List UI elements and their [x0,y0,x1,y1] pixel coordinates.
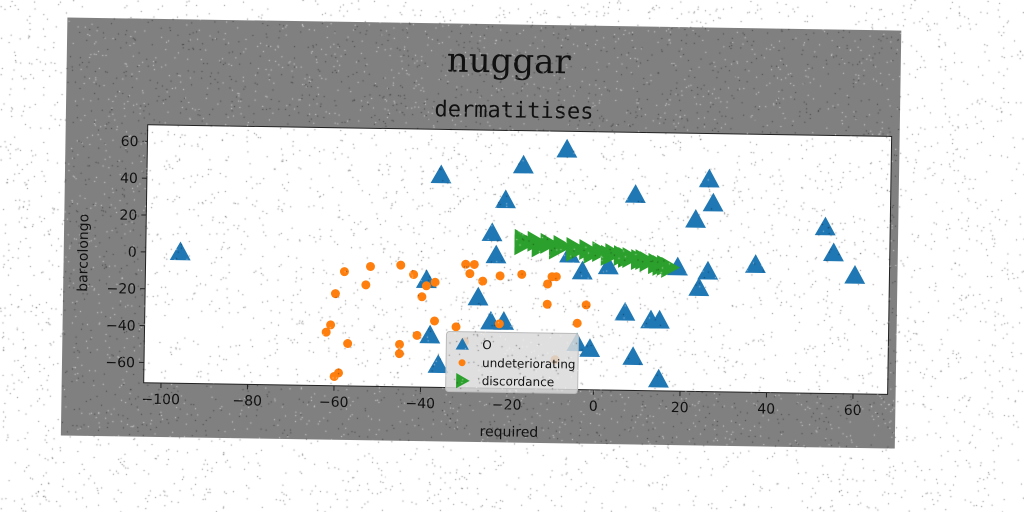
y-tick-label: −60 [105,355,135,371]
legend-label: O [482,338,492,352]
y-tick-label: −40 [106,318,136,334]
y-axis-label: barcolongo [75,214,92,292]
y-tick-label: 20 [119,208,137,224]
y-tick-label: 0 [128,245,137,261]
x-tick-label: 60 [844,403,862,419]
y-tick-label: 40 [120,171,138,187]
x-tick-label: 0 [589,399,598,415]
x-tick-label: −40 [405,396,435,412]
x-tick-label: −100 [141,392,180,409]
x-tick-label: −20 [492,397,522,413]
x-axis-label: required [479,424,538,441]
y-tick-label: 60 [121,134,139,150]
y-tick-label: −20 [106,281,136,297]
legend-label: discordance [482,374,555,389]
x-tick-label: 40 [757,401,775,417]
legend-label: undeteriorating [482,356,576,371]
x-tick-label: 20 [671,400,689,416]
chart-title: nuggar [447,40,572,82]
x-tick-label: −80 [232,393,262,409]
chart-subtitle: dermatitises [434,97,593,124]
x-tick-label: −60 [319,394,349,410]
